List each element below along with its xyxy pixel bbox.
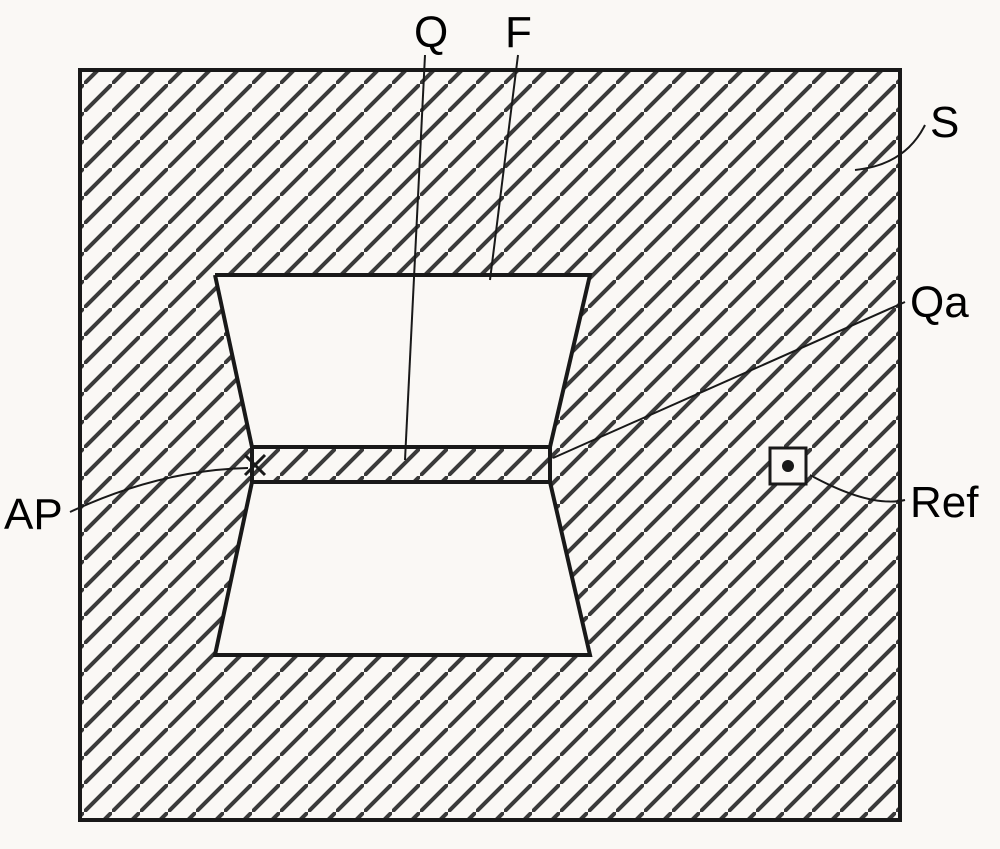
label-s: S (930, 98, 959, 148)
ref-dot (782, 460, 794, 472)
diagram-canvas: Q F S Qa Ref AP (0, 0, 1000, 849)
label-ref: Ref (910, 478, 978, 528)
diagram-svg (0, 0, 1000, 849)
label-ap: AP (4, 490, 63, 540)
label-q: Q (414, 8, 448, 58)
label-f: F (505, 8, 532, 58)
label-qa: Qa (910, 278, 969, 328)
